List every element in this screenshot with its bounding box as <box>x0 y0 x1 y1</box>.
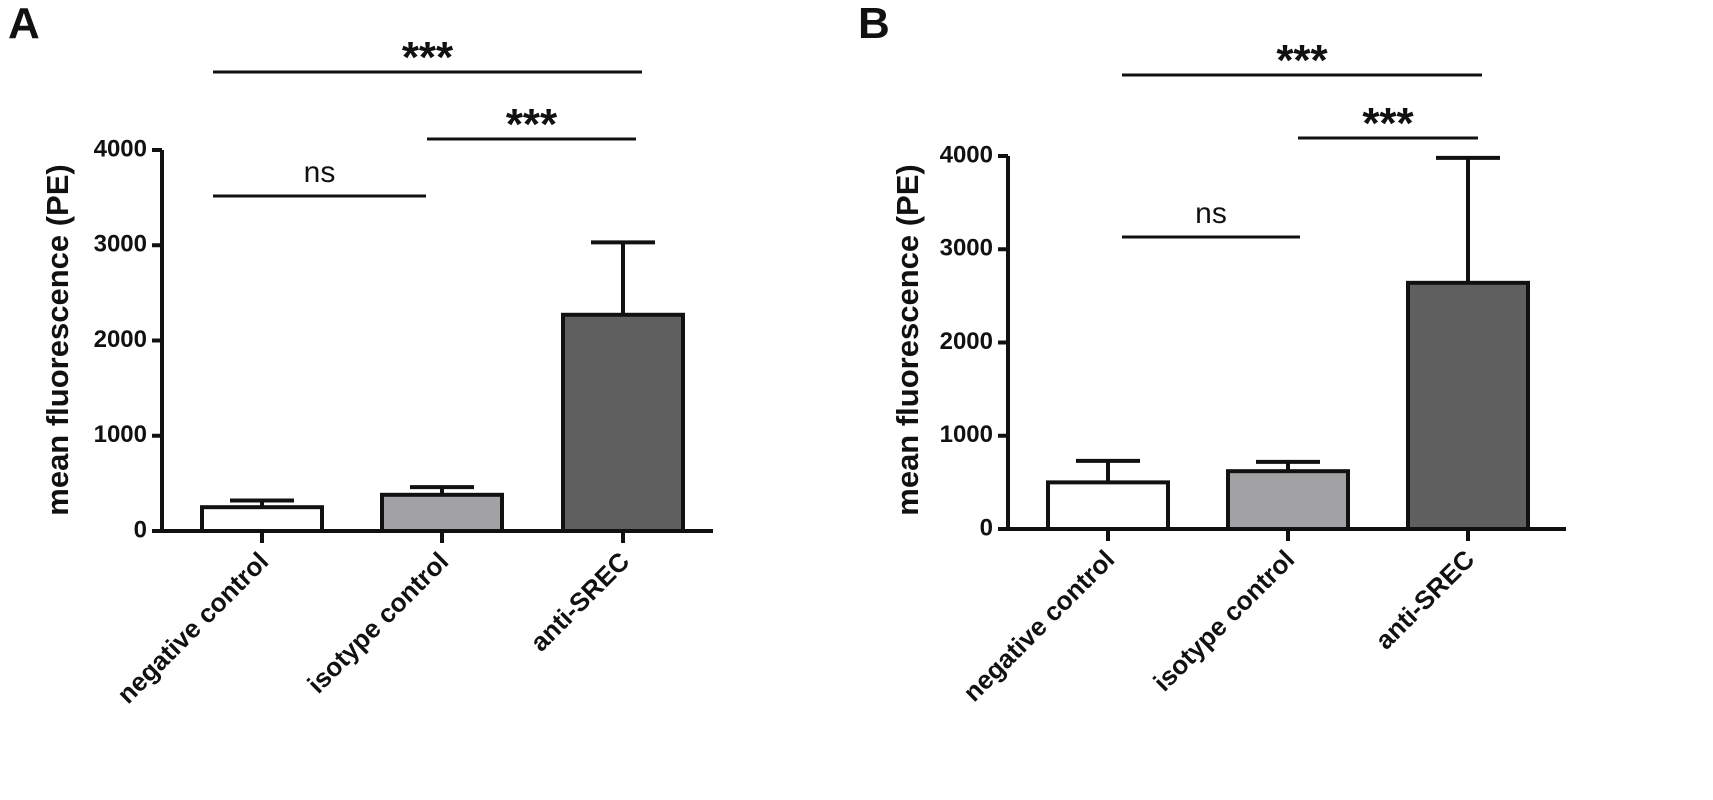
panel-letter: B <box>858 0 890 48</box>
bar <box>1226 469 1350 531</box>
bar <box>380 492 504 533</box>
y-axis-label: mean fluorescence (PE) <box>890 164 925 515</box>
y-tick-label: 0 <box>134 516 147 543</box>
x-category-label: isotype control <box>1147 544 1300 697</box>
bar <box>1046 480 1170 531</box>
y-tick-label: 3000 <box>94 231 147 258</box>
x-category-label: anti-SREC <box>524 546 635 657</box>
y-tick-label: 4000 <box>940 141 993 168</box>
significance-label: *** <box>506 100 558 149</box>
y-tick-label: 2000 <box>940 328 993 355</box>
x-category-label: negative control <box>111 546 274 709</box>
y-tick-label: 4000 <box>94 135 147 162</box>
y-tick-label: 1000 <box>940 421 993 448</box>
significance-label: ns <box>1195 197 1227 230</box>
bar <box>561 312 685 533</box>
x-category-label: anti-SREC <box>1369 544 1480 655</box>
y-axis-label: mean fluorescence (PE) <box>40 164 75 515</box>
y-tick-label: 2000 <box>94 326 147 353</box>
y-tick-label: 0 <box>980 514 993 541</box>
bar <box>200 505 324 533</box>
x-category-label: negative control <box>957 544 1120 707</box>
significance-label: *** <box>1276 36 1328 85</box>
significance-label: *** <box>402 33 454 82</box>
bar <box>1406 280 1530 531</box>
y-tick-label: 3000 <box>940 235 993 262</box>
x-category-label: isotype control <box>301 546 454 699</box>
y-tick-label: 1000 <box>94 421 147 448</box>
significance-label: *** <box>1362 99 1414 148</box>
panel-letter: A <box>8 0 40 48</box>
significance-label: ns <box>304 156 336 189</box>
